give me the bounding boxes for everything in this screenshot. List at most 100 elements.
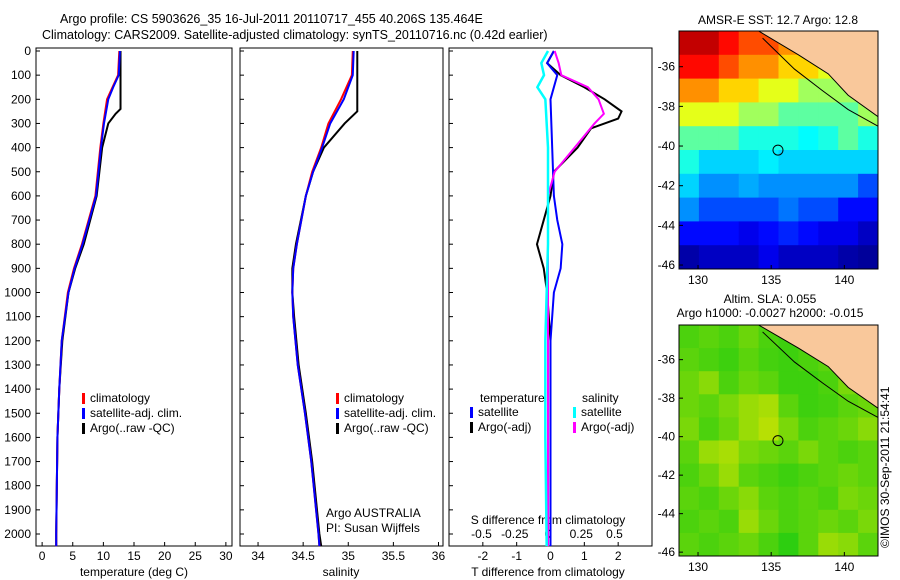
satellite-salinity-line [291, 50, 355, 547]
sla-map-cell [798, 509, 819, 534]
sst-map-cell [718, 173, 740, 199]
salinity-x-tick-label: 35 [342, 549, 356, 563]
sla-map-cell [698, 325, 720, 349]
sla-map-cell [838, 394, 859, 418]
sst-map-cell [679, 221, 700, 246]
sst-map-cell [838, 197, 859, 222]
sst-map-cell [838, 102, 859, 127]
legend-swatch [336, 408, 339, 419]
sst-map-cell [858, 245, 879, 270]
sla-map-cell [778, 417, 799, 441]
sla-map-cell [778, 463, 799, 488]
sla-map-cell [778, 394, 799, 418]
sla-map-cell [758, 532, 779, 557]
sla-map-cell [698, 371, 720, 395]
sla-map-cell [858, 509, 879, 534]
sst-map-cell [818, 150, 839, 175]
sla-map-cell [778, 348, 799, 372]
lon-tick-label: 130 [688, 560, 708, 574]
sla-map-cell [818, 440, 839, 465]
sla-map-cell [818, 463, 839, 488]
legend-label: satellite [478, 405, 519, 419]
lat-tick-label: -36 [658, 60, 676, 74]
sst-map-cell [679, 31, 700, 56]
t-diff-x-tick-label: 1 [581, 549, 588, 563]
y-tick-label: 1200 [4, 334, 31, 348]
sla-map-cell [778, 509, 799, 534]
legend-swatch [573, 422, 576, 433]
sst-map-cell [738, 102, 760, 127]
legend-swatch [82, 393, 85, 404]
salinity-x-tick-label: 36 [432, 549, 446, 563]
sst-map-cell [718, 221, 740, 246]
sst-map-cell [758, 245, 779, 270]
sla-map-cell [758, 394, 779, 418]
sst-map-cell [798, 150, 819, 175]
sst-map-cell [818, 78, 839, 103]
sla-map-cell [698, 509, 720, 534]
sla-map-cell [818, 371, 839, 395]
sla-map-subtitle: Argo h1000: -0.0027 h2000: -0.015 [677, 306, 864, 320]
y-tick-label: 800 [11, 237, 31, 251]
sla-map-cell [778, 371, 799, 395]
sst-map-cell [798, 78, 819, 103]
sla-map-cell [758, 440, 779, 465]
sst-map-cell [778, 78, 799, 103]
temperature-axis-label: temperature (deg C) [80, 565, 188, 579]
sla-map-cell [718, 417, 740, 441]
y-tick-label: 2000 [4, 527, 31, 541]
sst-map-cell [718, 31, 740, 56]
sst-map-cell [818, 102, 839, 127]
y-tick-label: 600 [11, 189, 31, 203]
sst-map-cell [738, 197, 760, 222]
sst-map-cell [838, 150, 859, 175]
sla-map-cell [798, 371, 819, 395]
legend-swatch [470, 407, 473, 418]
sla-map-cell [798, 532, 819, 557]
y-tick-label: 1900 [4, 503, 31, 517]
salinity-x-tick-label: 34.5 [291, 549, 315, 563]
sla-map-cell [679, 417, 700, 441]
sst-map-cell [698, 102, 720, 127]
legend-label: Argo(-adj) [581, 420, 634, 434]
salinity-x-tick-label: 34 [251, 549, 265, 563]
sst-map-cell [778, 197, 799, 222]
sla-map-cell [858, 486, 879, 511]
sst-map-cell [838, 221, 859, 246]
sst-map-cell [738, 173, 760, 199]
sla-map-cell [679, 348, 700, 372]
sla-map-cell [778, 440, 799, 465]
sst-map-cell [858, 221, 879, 246]
legend-label: climatology [90, 391, 150, 405]
salinity-x-tick-label: 35.5 [382, 549, 406, 563]
legend-temperature-title: temperature [480, 391, 545, 405]
sla-map-cell [798, 417, 819, 441]
pi-label: PI: Susan Wijffels [326, 521, 420, 535]
sst-map-cell [758, 102, 779, 127]
sst-map-cell [758, 150, 779, 175]
sla-map-cell [679, 394, 700, 418]
sst-map-cell [838, 126, 859, 151]
sla-map-cell [758, 486, 779, 511]
y-tick-label: 1500 [4, 406, 31, 420]
y-tick-label: 1300 [4, 358, 31, 372]
lat-tick-label: -46 [658, 545, 676, 559]
sla-map-cell [838, 509, 859, 534]
legend-label: satellite-adj. clim. [90, 406, 182, 420]
sla-map-cell [838, 486, 859, 511]
sst-map-cell [718, 150, 740, 175]
legend-swatch [573, 407, 576, 418]
sst-map-cell [698, 54, 720, 80]
sla-map-cell [858, 463, 879, 488]
sla-map-cell [679, 509, 700, 534]
sst-map-cell [718, 78, 740, 103]
lon-tick-label: 135 [761, 560, 781, 574]
lat-tick-label: -36 [658, 353, 676, 367]
sst-map-cell [718, 126, 740, 151]
sst-map-cell [798, 221, 819, 246]
y-tick-label: 300 [11, 116, 31, 130]
t-diff-x-tick-label: -2 [477, 549, 488, 563]
sst-map-cell [679, 150, 700, 175]
sla-map-cell [679, 325, 700, 349]
sla-map-cell [858, 440, 879, 465]
